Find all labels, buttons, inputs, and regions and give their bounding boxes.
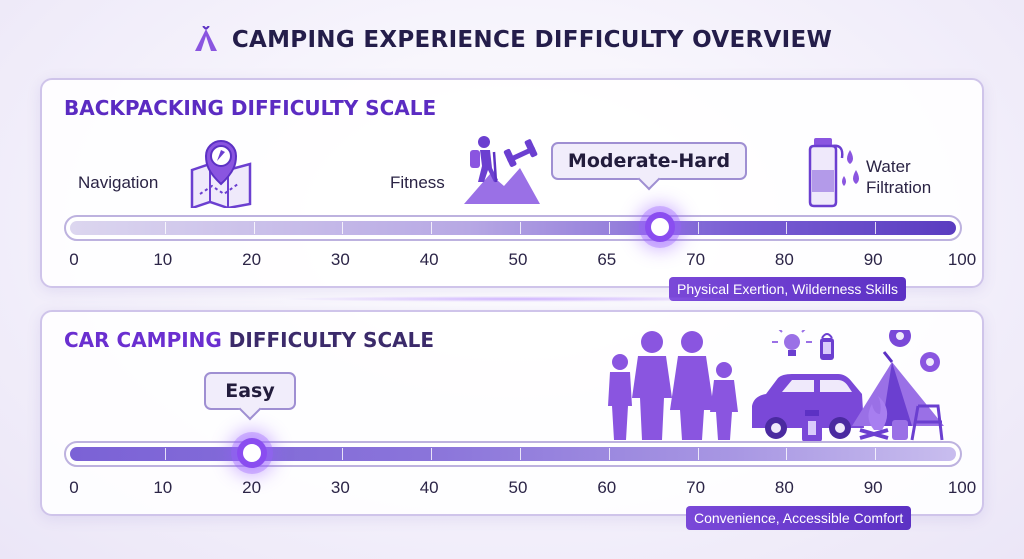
car-camping-slider-knob[interactable]	[236, 438, 267, 468]
car-camping-tag: Convenience, Accessible Comfort	[686, 506, 912, 530]
section-divider-glow	[280, 296, 760, 302]
tick-label: 20	[242, 478, 262, 497]
slider-tick	[431, 448, 433, 460]
slider-tick	[875, 448, 877, 460]
slider-tick	[608, 222, 610, 234]
tick-label: 40	[419, 250, 439, 269]
slider-tick	[164, 448, 166, 460]
lantern-top-icon	[820, 333, 834, 360]
tick-label: 50	[508, 250, 528, 269]
campfire-icon	[859, 396, 889, 440]
gear-icon	[889, 330, 940, 372]
tent-icon	[194, 26, 217, 51]
tick-label: 100	[947, 478, 977, 497]
tick-label: 60	[597, 478, 617, 497]
family-car-camping-illustration	[608, 330, 944, 442]
slider-tick	[164, 222, 166, 234]
water-jug-icon	[892, 414, 908, 440]
car-camping-slider-track	[64, 441, 962, 467]
tick-label: 40	[419, 478, 439, 497]
slider-tick	[520, 448, 521, 460]
tick-label: 80	[774, 250, 794, 269]
tick-label: 10	[153, 478, 173, 497]
tick-label: 90	[863, 250, 883, 269]
backpacking-slider-knob[interactable]	[645, 212, 676, 242]
tick-label: 30	[330, 478, 350, 497]
factor-water-label-line1: Water	[866, 157, 911, 176]
tick-label: 100	[947, 250, 977, 269]
tick-label: 90	[863, 478, 883, 497]
slider-tick	[342, 448, 344, 460]
lantern-icon	[802, 410, 822, 442]
tick-label: 0	[69, 478, 79, 497]
slider-tick	[342, 222, 344, 234]
factor-water-label-line2: Filtration	[866, 178, 932, 197]
slider-tick	[697, 222, 699, 234]
slider-tick	[786, 222, 788, 234]
tent-icon	[852, 351, 944, 426]
tick-label: 20	[242, 250, 262, 269]
car-camping-rating-callout: Easy	[204, 372, 296, 410]
factor-water-label: Water Filtration	[866, 156, 931, 198]
backpacking-rating-callout: Moderate-Hard	[551, 142, 747, 180]
lightbulb-icon	[772, 330, 812, 356]
slider-tick	[608, 448, 610, 460]
slider-tick	[520, 222, 521, 234]
car-camping-title-rest: DIFFICULTY SCALE	[221, 328, 435, 352]
tick-label: 70	[686, 478, 706, 497]
factor-fitness-label: Fitness	[390, 173, 445, 192]
tick-label: 50	[508, 478, 528, 497]
page-title-text: CAMPING EXPERIENCE DIFFICULTY OVERVIEW	[231, 27, 833, 53]
backpacking-title: BACKPACKING DIFFICULTY SCALE	[64, 96, 437, 120]
slider-tick	[431, 222, 433, 234]
backpacking-card: BACKPACKING DIFFICULTY SCALE Navigation …	[40, 78, 984, 301]
backpacking-slider-fill	[70, 221, 956, 235]
tick-label: 80	[774, 478, 794, 497]
compass-map-icon	[190, 140, 252, 208]
family-icon	[608, 331, 738, 440]
tick-label: 30	[330, 250, 350, 269]
car-icon	[752, 374, 864, 439]
slider-tick	[875, 222, 877, 234]
backpacking-slider-track	[64, 215, 962, 241]
backpacking-tag: Physical Exertion, Wilderness Skills	[669, 277, 906, 301]
car-camping-slider-fill	[70, 447, 956, 461]
tick-label: 0	[69, 250, 79, 269]
slider-tick	[253, 222, 255, 234]
slider-tick	[697, 448, 699, 460]
car-camping-title-highlight: CAR CAMPING	[64, 328, 222, 352]
tick-label: 70	[686, 250, 706, 269]
tick-label: 10	[153, 250, 173, 269]
slider-tick	[786, 448, 788, 460]
car-camping-card: CAR CAMPING DIFFICULTY SCALE	[40, 310, 984, 530]
factor-navigation-label: Navigation	[78, 173, 159, 192]
car-camping-title: CAR CAMPING DIFFICULTY SCALE	[64, 328, 434, 352]
camp-chair-icon	[910, 404, 944, 441]
water-bottle-icon	[808, 138, 859, 208]
page-title: CAMPING EXPERIENCE DIFFICULTY OVERVIEW	[0, 26, 1024, 54]
hiker-dumbbell-icon	[464, 136, 540, 204]
tick-label: 65	[597, 250, 617, 269]
